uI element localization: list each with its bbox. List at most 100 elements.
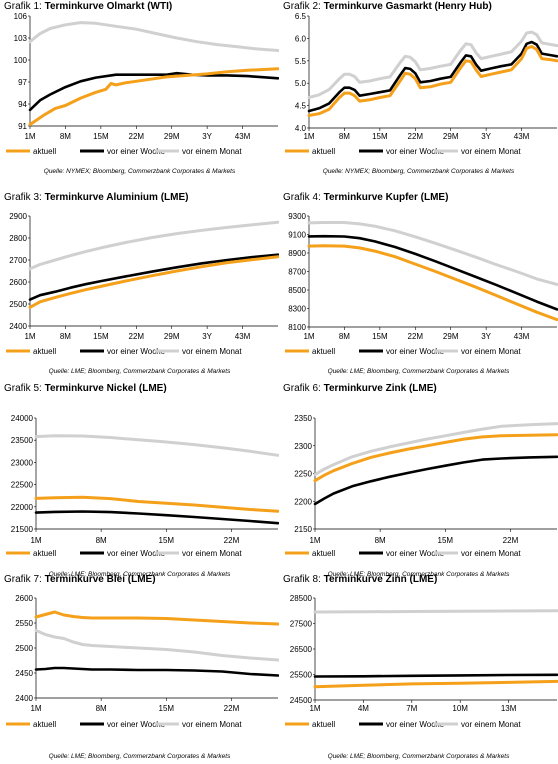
x-tick-label: 15M — [372, 132, 388, 141]
x-tick-label: 3Y — [481, 332, 491, 341]
y-tick-label: 24500 — [290, 696, 313, 705]
legend-label: vor einem Monat — [182, 147, 242, 156]
chart-svg: 2400 2450 2500 2550 2600 1M 8M 15M 22M aktuell vor… — [6, 594, 279, 729]
legend-label: aktuell — [312, 147, 335, 156]
x-tick-label: 7M — [406, 704, 417, 713]
chart-source: Quelle: LME; Bloomberg, Commerzbank Corp… — [48, 368, 231, 375]
series-line-0 — [34, 610, 279, 626]
chart-svg: 24500 25500 26500 27500 28500 1M 4M 7M 10M 13M akt… — [285, 594, 558, 729]
y-tick-label: 24000 — [11, 414, 34, 423]
legend-label: vor einer Woche — [386, 147, 445, 156]
chart-panel-tin: Grafik 8: Terminkurve Zinn (LME) 24500 25… — [279, 573, 558, 764]
x-tick-label: 29M — [443, 132, 459, 141]
y-tick-label: 8700 — [288, 268, 306, 277]
y-tick-label: 2400 — [15, 694, 33, 703]
x-tick-label: 43M — [235, 332, 251, 341]
x-tick-label: 29M — [443, 332, 459, 341]
chart-source: Quelle: LME; Bloomberg, Commerzbank Corp… — [48, 753, 231, 760]
y-tick-label: 2600 — [15, 594, 33, 603]
series-line-2 — [307, 221, 558, 286]
x-tick-label: 8M — [60, 332, 71, 341]
y-tick-label: 2300 — [294, 442, 312, 451]
x-tick-label: 22M — [224, 536, 240, 545]
x-tick-label: 13M — [501, 704, 517, 713]
chart-title: Grafik 3: Terminkurve Aluminium (LME) — [4, 192, 189, 203]
legend-label: aktuell — [312, 720, 335, 729]
y-tick-label: 23500 — [11, 436, 34, 445]
y-tick-label: 5.5 — [295, 57, 307, 66]
x-tick-label: 1M — [30, 536, 41, 545]
series-line-1 — [28, 71, 279, 112]
y-tick-label: 94 — [18, 100, 27, 109]
x-tick-label: 22M — [408, 132, 424, 141]
y-tick-label: 2400 — [9, 322, 27, 331]
x-tick-label: 8M — [339, 332, 350, 341]
chart-svg: 91 94 97 100 103 106 1M 8M 15M 22M 29M 3Y 43M aktuell… — [6, 12, 279, 156]
chart-svg: 21500 22000 22500 23000 23500 24000 1M 8M 15M 22M… — [6, 414, 279, 558]
x-tick-label: 8M — [60, 132, 71, 141]
y-tick-label: 8300 — [288, 305, 306, 314]
x-tick-label: 10M — [452, 704, 468, 713]
x-tick-label: 43M — [514, 132, 530, 141]
x-tick-label: 1M — [303, 332, 314, 341]
legend-label: vor einem Monat — [461, 549, 521, 558]
y-tick-label: 2600 — [9, 278, 27, 287]
y-tick-label: 6.0 — [295, 34, 307, 43]
chart-source: Quelle: LME; Bloomberg, Commerzbank Corp… — [48, 571, 231, 578]
series-line-1 — [28, 253, 279, 301]
x-tick-label: 29M — [164, 132, 180, 141]
x-tick-label: 1M — [24, 132, 35, 141]
y-tick-label: 8500 — [288, 286, 306, 295]
y-tick-label: 28500 — [290, 594, 313, 603]
x-tick-label: 3Y — [202, 132, 212, 141]
y-tick-label: 27500 — [290, 620, 313, 629]
y-tick-label: 21500 — [11, 525, 34, 534]
y-tick-label: 2250 — [294, 470, 312, 479]
x-tick-label: 1M — [309, 536, 320, 545]
x-tick-label: 43M — [514, 332, 530, 341]
chart-panel-oil: Grafik 1: Terminkurve Olmarkt (WTI) 91 94… — [0, 0, 279, 191]
y-tick-label: 2700 — [9, 256, 27, 265]
x-tick-label: 1M — [24, 332, 35, 341]
chart-svg: 2150 2200 2250 2300 2350 1M 8M 15M 22M aktuell vor… — [285, 414, 558, 558]
legend-label: vor einer Woche — [107, 549, 166, 558]
y-tick-label: 100 — [14, 56, 28, 65]
chart-source: Quelle: NYMEX; Bloomberg, Commerzbank Co… — [43, 168, 236, 175]
x-tick-label: 4M — [358, 704, 369, 713]
y-tick-label: 8900 — [288, 249, 306, 258]
x-tick-label: 22M — [129, 332, 145, 341]
x-tick-label: 1M — [303, 132, 314, 141]
x-tick-label: 1M — [30, 704, 41, 713]
series-line-1 — [34, 510, 279, 525]
chart-title: Grafik 8: Terminkurve Zinn (LME) — [283, 574, 438, 585]
y-tick-label: 2550 — [15, 619, 33, 628]
chart-source: Quelle: LME; Bloomberg, Commerzbank Corp… — [327, 571, 510, 578]
x-tick-label: 8M — [339, 132, 350, 141]
legend-label: vor einem Monat — [461, 147, 521, 156]
chart-title: Grafik 5: Terminkurve Nickel (LME) — [4, 383, 167, 394]
series-line-2 — [34, 629, 279, 662]
x-tick-label: 15M — [93, 132, 109, 141]
x-tick-label: 15M — [159, 536, 175, 545]
x-tick-label: 15M — [438, 536, 454, 545]
y-tick-label: 2800 — [9, 234, 27, 243]
series-line-2 — [307, 30, 558, 99]
x-tick-label: 8M — [96, 536, 107, 545]
series-line-2 — [34, 434, 279, 457]
legend-label: vor einem Monat — [461, 347, 521, 356]
chart-panel-lead: Grafik 7: Terminkurve Blei (LME) 2400 245… — [0, 573, 279, 764]
legend-label: vor einem Monat — [182, 549, 242, 558]
series-line-2 — [28, 220, 279, 271]
x-tick-label: 3Y — [202, 332, 212, 341]
chart-panel-nickel: Grafik 5: Terminkurve Nickel (LME) 21500… — [0, 382, 279, 578]
x-tick-label: 8M — [375, 536, 386, 545]
series-line-0 — [307, 45, 558, 117]
series-line-2 — [313, 422, 558, 477]
x-tick-label: 29M — [164, 332, 180, 341]
chart-title: Grafik 4: Terminkurve Kupfer (LME) — [283, 192, 449, 203]
chart-title: Grafik 1: Terminkurve Olmarkt (WTI) — [4, 1, 173, 12]
y-tick-label: 23000 — [11, 458, 34, 467]
chart-panel-copper: Grafik 4: Terminkurve Kupfer (LME) 8100 8… — [279, 191, 558, 382]
y-tick-label: 4.5 — [295, 102, 307, 111]
series-line-0 — [307, 244, 558, 322]
